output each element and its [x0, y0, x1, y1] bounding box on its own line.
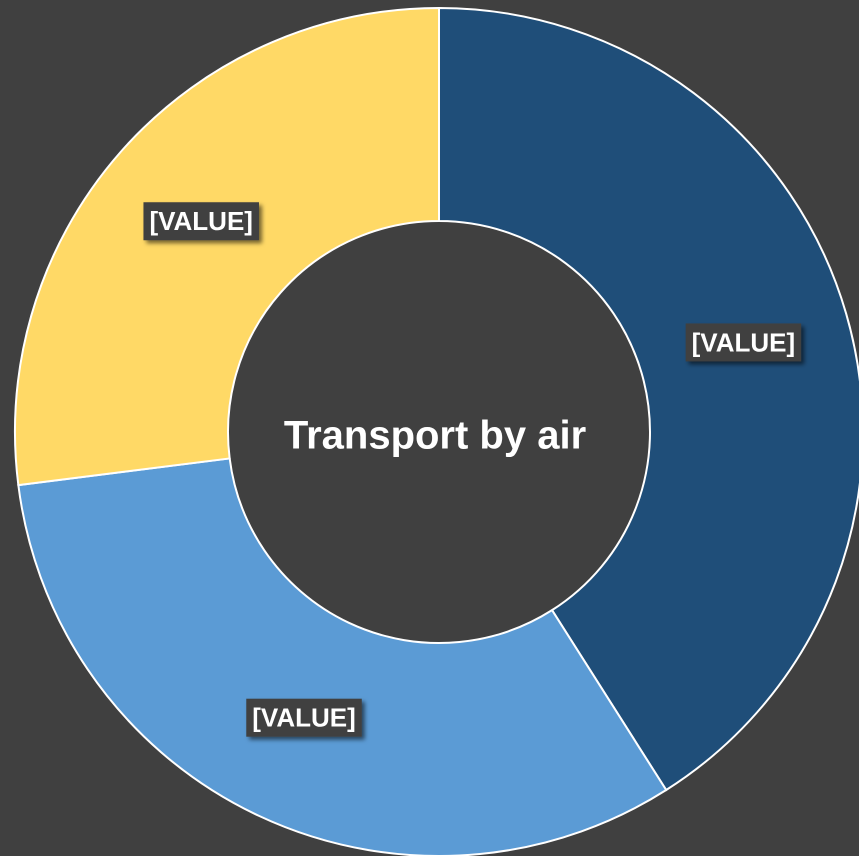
donut-slice: [14, 6, 440, 487]
donut-slice: [438, 6, 859, 792]
data-label-box: [685, 323, 802, 362]
data-label: [VALUE]: [692, 327, 796, 357]
data-labels: [VALUE] [VALUE] [VALUE]: [143, 202, 802, 737]
chart-title: Transport by air: [284, 414, 586, 458]
data-label-box: [143, 202, 259, 241]
data-label-box: [246, 698, 362, 737]
data-label: [VALUE]: [149, 206, 253, 236]
donut: [14, 6, 859, 856]
data-label: [VALUE]: [252, 703, 356, 733]
